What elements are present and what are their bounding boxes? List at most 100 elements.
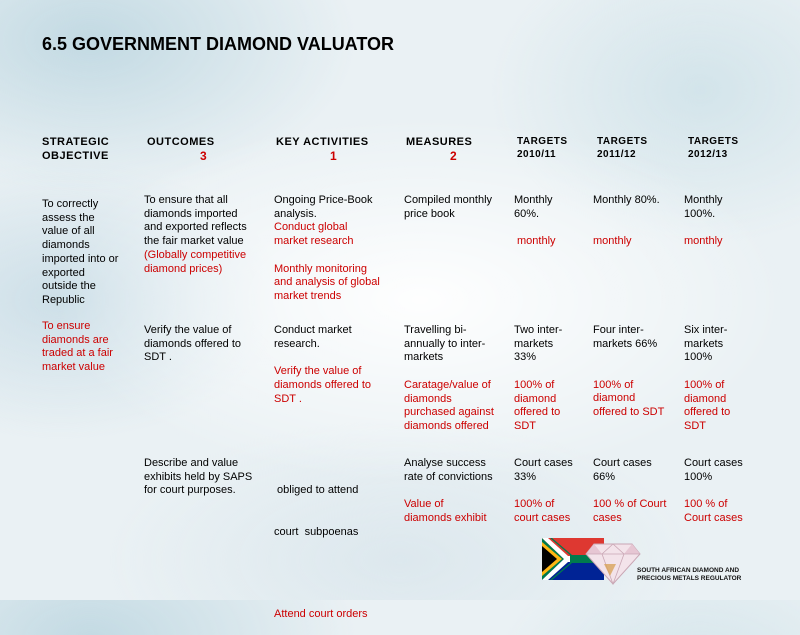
regulator-logo: SOUTH AFRICAN DIAMOND AND PRECIOUS METAL…	[542, 536, 760, 586]
text-line: value of all	[42, 225, 95, 238]
header-text: TARGETS	[517, 136, 568, 147]
text-line: traded at a fair	[42, 347, 113, 360]
text-line: diamonds offered to	[144, 337, 242, 350]
text-line: To ensure	[42, 320, 91, 332]
text-line: 33%	[514, 470, 537, 483]
header-strategic-objective: STRATEGIC OBJECTIVE	[42, 135, 109, 163]
header-number: 1	[330, 149, 338, 163]
text-line: 66%	[593, 470, 616, 483]
row1-target-2010-11: Monthly 60%. monthly	[514, 194, 556, 249]
row1-target-2011-12: Monthly 80%. monthly	[593, 194, 660, 249]
header-text: KEY ACTIVITIES	[276, 136, 369, 148]
text-line: monthly	[517, 235, 556, 248]
text-line: To correctly	[42, 198, 99, 210]
row2-activity: Conduct market research. Verify the valu…	[274, 324, 371, 406]
text-line: Describe and value	[144, 457, 239, 469]
text-line: diamond prices)	[144, 262, 223, 275]
text-line: obliged to attend	[274, 484, 359, 497]
text-line: Travelling bi-	[404, 324, 467, 336]
header-targets-2010-11: TARGETS 2010/11	[517, 135, 568, 161]
text-line: Republic	[42, 293, 85, 306]
text-line: purchased against	[404, 406, 494, 419]
header-text: STRATEGIC	[42, 136, 110, 148]
logo-line: PRECIOUS METALS REGULATOR	[637, 575, 742, 582]
text-line: exhibits held by SAPS	[144, 470, 253, 483]
row2-objective: To ensure diamonds are traded at a fair …	[42, 320, 113, 375]
text-line: Compiled monthly	[404, 194, 493, 206]
text-line: annually to inter-	[404, 337, 486, 350]
text-line: markets	[404, 351, 444, 364]
text-line: Value of	[404, 498, 444, 511]
row3-target-2012-13: Court cases 100% 100 % of Court cases	[684, 457, 743, 526]
text-line: Court cases	[593, 457, 652, 469]
text-line: Conduct market	[274, 324, 352, 336]
header-text: TARGETS	[597, 136, 648, 147]
text-line: diamonds	[404, 392, 452, 405]
text-line: market value	[42, 361, 105, 374]
text-line: monthly	[593, 235, 632, 248]
text-line: and exported reflects	[144, 221, 247, 234]
text-line: market trends	[274, 289, 342, 302]
text-line: Monthly	[514, 194, 553, 206]
row1-activity: Ongoing Price-Book analysis. Conduct glo…	[274, 194, 380, 304]
text-line: Caratage/value of	[404, 378, 491, 391]
text-line: research.	[274, 337, 320, 350]
text-line: markets	[684, 337, 724, 350]
text-line: markets 66%	[593, 337, 658, 350]
row2-target-2011-12: Four inter- markets 66% 100% of diamond …	[593, 324, 664, 420]
text-line: Two inter-	[514, 324, 563, 336]
text-line: analysis.	[274, 207, 317, 220]
text-line: imported into or	[42, 252, 119, 265]
logo-text: SOUTH AFRICAN DIAMOND AND PRECIOUS METAL…	[637, 567, 741, 583]
header-text: OUTCOMES	[147, 136, 215, 148]
text-line: and analysis of global	[274, 276, 380, 289]
header-text: OBJECTIVE	[42, 150, 109, 162]
row3-measure: Analyse success rate of convictions Valu…	[404, 457, 493, 526]
text-line: diamond	[684, 392, 727, 405]
text-line: 100 % of	[684, 498, 728, 511]
text-line: court cases	[514, 511, 571, 524]
text-line: (Globally competitive	[144, 248, 247, 261]
text-line: offered to	[514, 406, 561, 419]
text-line: court subpoenas	[274, 525, 359, 538]
text-line: Court cases	[684, 457, 743, 469]
text-line: 100%	[684, 351, 713, 364]
logo-line: SOUTH AFRICAN DIAMOND AND	[637, 567, 740, 574]
row3-outcome: Describe and value exhibits held by SAPS…	[144, 457, 252, 498]
text-line: SDT .	[274, 392, 302, 405]
row1-objective: To correctly assess the value of all dia…	[42, 198, 118, 308]
text-line: diamonds offered	[404, 419, 489, 432]
header-number: 2	[450, 149, 458, 163]
text-line: 100%	[684, 470, 713, 483]
row3-target-2010-11: Court cases 33% 100% of court cases	[514, 457, 573, 526]
text-line: the fair market value	[144, 235, 244, 248]
text-line: diamonds offered to	[274, 378, 372, 391]
text-line: 100%.	[684, 207, 716, 220]
slide-title: 6.5 GOVERNMENT DIAMOND VALUATOR	[42, 34, 395, 54]
text-line: Attend court orders	[274, 607, 368, 620]
row3-activity: obliged to attend court subpoenas Attend…	[274, 457, 368, 635]
text-line: 100% of	[593, 378, 634, 391]
text-line: Conduct global	[274, 221, 348, 234]
text-line: Verify the value of	[274, 365, 362, 378]
text-line: assess the	[42, 211, 95, 224]
text-line: 100% of	[514, 498, 555, 511]
text-line: Monthly monitoring	[274, 262, 367, 275]
text-line: 33%	[514, 351, 537, 364]
row1-measure: Compiled monthly price book	[404, 194, 492, 221]
text-line: SDT	[684, 419, 706, 432]
text-line: Six inter-	[684, 324, 728, 336]
text-line: market research	[274, 235, 354, 248]
text-line: Verify the value of	[144, 324, 232, 336]
text-line: diamond	[514, 392, 557, 405]
row2-outcome: Verify the value of diamonds offered to …	[144, 324, 241, 365]
header-measures: MEASURES 2	[406, 135, 506, 163]
text-line: diamonds imported	[144, 207, 238, 220]
header-key-activities: KEY ACTIVITIES 1	[276, 135, 396, 163]
row2-measure: Travelling bi- annually to inter- market…	[404, 324, 494, 434]
text-line: diamonds are	[42, 333, 109, 346]
text-line: outside the	[42, 280, 96, 293]
header-targets-2012-13: TARGETS 2012/13	[688, 135, 739, 161]
text-line: Monthly 80%.	[593, 194, 660, 206]
header-text: 2012/13	[688, 149, 728, 160]
